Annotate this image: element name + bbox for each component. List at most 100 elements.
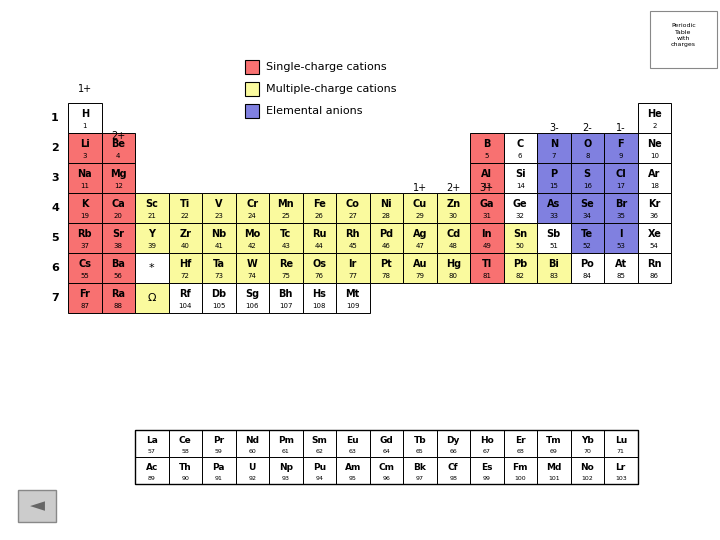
Text: 6: 6 [518, 153, 523, 159]
Text: Ca: Ca [112, 199, 125, 210]
Bar [168, 193, 202, 223]
Text: 14: 14 [516, 184, 525, 190]
Text: Cm: Cm [378, 463, 395, 472]
Text: 29: 29 [415, 213, 424, 219]
Text: Br: Br [615, 199, 627, 210]
Text: 63: 63 [348, 449, 356, 454]
Bar [135, 430, 168, 457]
Bar [235, 283, 269, 313]
Text: Sc: Sc [145, 199, 158, 210]
Text: 27: 27 [348, 213, 357, 219]
Bar [235, 223, 269, 253]
Text: 59: 59 [215, 449, 222, 454]
Text: Am: Am [345, 463, 361, 472]
Text: Rb: Rb [78, 230, 92, 239]
Text: 7: 7 [51, 293, 59, 303]
Bar [336, 193, 369, 223]
Text: Nb: Nb [211, 230, 226, 239]
Bar [135, 193, 168, 223]
Text: 24: 24 [248, 213, 256, 219]
Text: 6: 6 [51, 263, 59, 273]
Text: Periodic
Table
with
charges: Periodic Table with charges [671, 23, 696, 47]
Text: Mn: Mn [277, 199, 294, 210]
Text: Ar: Ar [648, 170, 660, 179]
FancyBboxPatch shape [650, 11, 717, 68]
Bar [537, 133, 570, 163]
Text: 40: 40 [181, 244, 189, 249]
Bar [336, 283, 369, 313]
Text: 58: 58 [181, 449, 189, 454]
Bar [269, 193, 302, 223]
Text: Ga: Ga [480, 199, 494, 210]
Text: Ti: Ti [180, 199, 190, 210]
Bar [604, 430, 637, 457]
Text: Lu: Lu [615, 436, 627, 445]
Text: Dy: Dy [446, 436, 460, 445]
Text: 47: 47 [415, 244, 424, 249]
Bar [269, 430, 302, 457]
Text: 11: 11 [80, 184, 89, 190]
Bar [202, 283, 235, 313]
Text: 21: 21 [148, 213, 156, 219]
Text: 1+: 1+ [78, 84, 92, 94]
Bar [537, 163, 570, 193]
Bar [302, 223, 336, 253]
Text: Tl: Tl [482, 259, 492, 269]
Text: Fe: Fe [312, 199, 325, 210]
Text: 45: 45 [348, 244, 357, 249]
Bar [68, 283, 102, 313]
Bar [68, 133, 102, 163]
Text: 3-: 3- [549, 123, 559, 133]
Bar [336, 430, 369, 457]
Bar [503, 430, 537, 457]
Bar [570, 133, 604, 163]
Bar [235, 193, 269, 223]
Text: 3+: 3+ [480, 183, 494, 193]
Text: 82: 82 [516, 273, 525, 279]
Text: W: W [247, 259, 258, 269]
Text: Co: Co [346, 199, 360, 210]
Text: 18: 18 [649, 184, 659, 190]
Text: 109: 109 [346, 303, 359, 309]
Text: 105: 105 [212, 303, 225, 309]
Text: 67: 67 [483, 449, 491, 454]
Text: Si: Si [515, 170, 526, 179]
Text: Rf: Rf [179, 289, 191, 299]
Bar [369, 430, 403, 457]
Text: Elemental anions: Elemental anions [266, 106, 362, 116]
Text: Ag: Ag [413, 230, 427, 239]
Text: Gd: Gd [379, 436, 393, 445]
Text: 46: 46 [382, 244, 391, 249]
Bar [537, 457, 570, 484]
Text: Ru: Ru [312, 230, 326, 239]
Bar [470, 193, 503, 223]
Bar [503, 223, 537, 253]
Text: 30: 30 [449, 213, 458, 219]
Text: 4: 4 [116, 153, 120, 159]
Bar [637, 253, 671, 283]
Bar [68, 163, 102, 193]
Text: Ho: Ho [480, 436, 494, 445]
Text: Ra: Ra [112, 289, 125, 299]
Bar [68, 253, 102, 283]
Text: 53: 53 [616, 244, 625, 249]
Text: Po: Po [580, 259, 594, 269]
Text: As: As [547, 199, 560, 210]
Text: 62: 62 [315, 449, 323, 454]
Text: Mo: Mo [244, 230, 261, 239]
Text: 57: 57 [148, 449, 156, 454]
Text: 80: 80 [449, 273, 458, 279]
Text: 102: 102 [581, 476, 593, 481]
Text: Kr: Kr [648, 199, 660, 210]
Text: Os: Os [312, 259, 326, 269]
Text: 9: 9 [618, 153, 623, 159]
Text: 71: 71 [617, 449, 625, 454]
Bar [403, 430, 436, 457]
Bar [269, 283, 302, 313]
Bar [570, 430, 604, 457]
Text: U: U [248, 463, 256, 472]
Bar [302, 283, 336, 313]
Bar [470, 253, 503, 283]
Text: 91: 91 [215, 476, 222, 481]
Text: C: C [517, 139, 524, 150]
